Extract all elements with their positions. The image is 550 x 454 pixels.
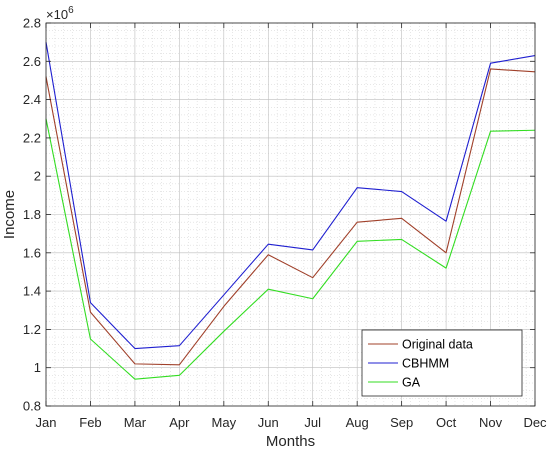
series-layer bbox=[45, 42, 536, 380]
y-tick-label: 1 bbox=[34, 360, 41, 375]
y-exponent-label: ×106 bbox=[46, 5, 74, 22]
x-tick-label: Feb bbox=[79, 415, 101, 430]
y-tick-label: 2.8 bbox=[23, 16, 41, 31]
y-tick-label: 2.4 bbox=[23, 92, 41, 107]
x-tick-label: Jun bbox=[258, 415, 279, 430]
y-tick-label: 0.8 bbox=[23, 399, 41, 414]
series-line-ga bbox=[45, 118, 536, 380]
x-tick-label: Dec bbox=[523, 415, 547, 430]
x-tick-label: Mar bbox=[124, 415, 147, 430]
legend: Original data CBHMM GA bbox=[361, 329, 523, 397]
x-tick-label: May bbox=[212, 415, 237, 430]
x-tick-labels: Jan Feb Mar Apr May Jun Jul Aug Sep Oct Nov Dec bbox=[36, 415, 548, 430]
x-axis-label: Months bbox=[266, 433, 315, 450]
legend-entry-label: Original data bbox=[402, 338, 473, 352]
y-tick-label: 2.2 bbox=[23, 130, 41, 145]
x-tick-label: Nov bbox=[479, 415, 503, 430]
y-axis-label: Income bbox=[1, 190, 18, 239]
y-tick-label: 2.6 bbox=[23, 54, 41, 69]
y-tick-label: 1.4 bbox=[23, 284, 41, 299]
legend-entry-label: GA bbox=[402, 376, 421, 390]
x-tick-label: Jul bbox=[304, 415, 321, 430]
minor-grid bbox=[46, 23, 535, 406]
x-tick-label: Aug bbox=[346, 415, 369, 430]
y-tick-label: 1.6 bbox=[23, 245, 41, 260]
legend-entry-label: CBHMM bbox=[402, 357, 449, 371]
series-line-cbhmm bbox=[45, 42, 536, 350]
x-tick-label: Jan bbox=[36, 415, 57, 430]
x-tick-label: Oct bbox=[436, 415, 457, 430]
x-tick-label: Sep bbox=[390, 415, 413, 430]
y-tick-label: 1.8 bbox=[23, 207, 41, 222]
x-tick-label: Apr bbox=[169, 415, 190, 430]
y-tick-labels: 0.8 1 1.2 1.4 1.6 1.8 2 2.2 2.4 2.6 2.8 bbox=[23, 16, 41, 414]
y-tick-label: 1.2 bbox=[23, 322, 41, 337]
series-line-original-data bbox=[45, 68, 536, 366]
ticks-layer bbox=[45, 22, 536, 407]
y-tick-label: 2 bbox=[34, 169, 41, 184]
